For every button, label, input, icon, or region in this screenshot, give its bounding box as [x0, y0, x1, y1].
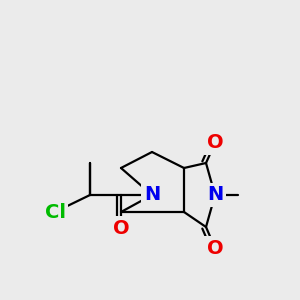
Text: Cl: Cl — [44, 202, 65, 221]
Text: N: N — [207, 185, 223, 205]
Text: N: N — [144, 185, 160, 205]
Text: O: O — [207, 134, 223, 152]
Text: O: O — [207, 238, 223, 257]
Text: O: O — [113, 218, 129, 238]
